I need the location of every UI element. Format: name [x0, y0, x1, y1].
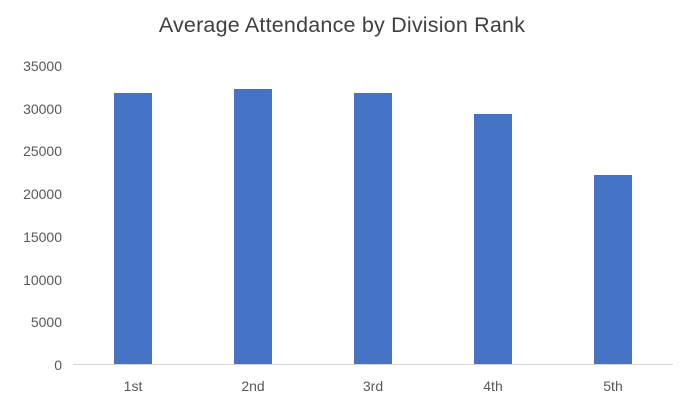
- bar-slot: [433, 66, 553, 364]
- x-axis-category-label: 3rd: [362, 378, 384, 394]
- bar-5th: [594, 174, 632, 364]
- bar-slot: [313, 66, 433, 364]
- x-axis-category-label: 4th: [483, 378, 503, 394]
- chart-title: Average Attendance by Division Rank: [158, 13, 526, 37]
- y-axis-tick-label: 20000: [23, 186, 62, 203]
- x-axis-category-label: 1st: [123, 378, 143, 394]
- y-axis-tick-label: 5000: [30, 314, 62, 331]
- y-axis-tick-label: 0: [54, 357, 62, 373]
- plot-area: [73, 66, 673, 365]
- bar-2nd: [234, 89, 272, 364]
- bar-4th: [474, 113, 512, 364]
- x-axis-category-label: 5th: [603, 378, 623, 394]
- bar-3rd: [354, 93, 392, 364]
- bar-slot: [553, 66, 673, 364]
- bar-slot: [193, 66, 313, 364]
- bar-1st: [114, 93, 152, 364]
- x-axis: 1st 2nd 3rd 4th 5th: [73, 379, 673, 393]
- y-axis-tick-label: 35000: [23, 58, 62, 74]
- bar-slot: [73, 66, 193, 364]
- y-axis-tick-label: 15000: [23, 228, 62, 245]
- y-axis: 0 5000 10000 15000 20000 25000 30000 35000: [0, 59, 62, 372]
- y-axis-tick-label: 10000: [23, 271, 62, 288]
- x-axis-category-label: 2nd: [241, 378, 265, 394]
- y-axis-tick-label: 25000: [23, 143, 62, 160]
- y-axis-tick-label: 30000: [23, 100, 62, 117]
